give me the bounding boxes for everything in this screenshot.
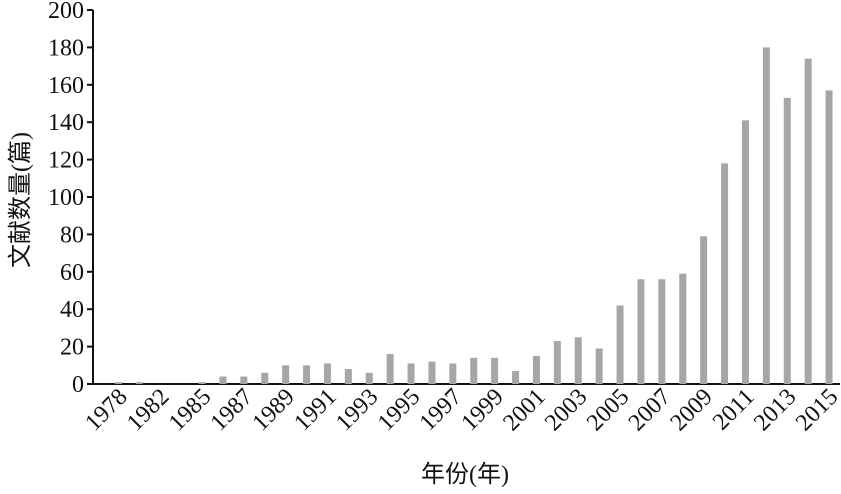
x-tick-label: 2007 — [624, 384, 676, 436]
bar — [240, 376, 248, 384]
y-tick-label: 120 — [48, 148, 84, 174]
y-axis-title: 文献数量(篇) — [7, 132, 34, 268]
bar — [282, 365, 290, 384]
y-tick-label: 100 — [48, 185, 84, 211]
x-tick-label: 1982 — [122, 384, 174, 436]
bar — [700, 236, 708, 384]
bar — [407, 363, 415, 384]
y-tick-label: 180 — [48, 35, 84, 61]
bar — [553, 340, 561, 384]
y-tick-label: 160 — [48, 73, 84, 99]
bar — [428, 361, 436, 384]
y-tick-label: 0 — [72, 372, 84, 398]
bar — [783, 97, 791, 384]
bar — [344, 369, 352, 384]
x-tick-label: 1978 — [80, 384, 132, 436]
bar — [721, 163, 729, 384]
x-tick-label: 2013 — [749, 384, 801, 436]
bar — [449, 363, 457, 384]
bar — [616, 305, 624, 384]
bar — [303, 365, 311, 384]
bar — [470, 357, 478, 384]
bar — [658, 279, 666, 384]
bar — [512, 370, 520, 384]
x-tick-label: 1987 — [206, 384, 258, 436]
bar — [114, 382, 122, 384]
x-tick-label: 1999 — [457, 384, 509, 436]
x-tick-label: 1995 — [373, 384, 425, 436]
x-tick-label: 2005 — [582, 384, 634, 436]
bar — [637, 279, 645, 384]
x-axis-title: 年份(年) — [421, 461, 509, 488]
x-tick-label: 1989 — [248, 384, 300, 436]
bar — [532, 355, 540, 384]
bar — [323, 363, 331, 384]
x-tick-label: 1991 — [289, 384, 341, 436]
y-tick-label: 140 — [48, 110, 84, 136]
bar — [762, 47, 770, 385]
bar — [365, 372, 373, 384]
x-tick-label: 1993 — [331, 384, 383, 436]
bar — [804, 58, 812, 385]
y-tick-label: 80 — [60, 222, 84, 248]
y-tick-label: 40 — [60, 297, 84, 323]
x-tick-label: 1997 — [415, 384, 467, 436]
bar — [574, 337, 582, 384]
bar — [135, 382, 143, 384]
bar — [825, 90, 833, 384]
bar — [198, 382, 206, 384]
y-tick-label: 200 — [48, 0, 84, 24]
x-tick-label: 1985 — [164, 384, 216, 436]
bar — [741, 120, 749, 384]
bar — [679, 273, 687, 384]
bar — [219, 376, 227, 384]
bar — [595, 348, 603, 384]
x-tick-label: 2003 — [540, 384, 592, 436]
bar — [386, 354, 394, 384]
bar — [261, 372, 269, 384]
x-tick-label: 2001 — [498, 384, 550, 436]
x-tick-label: 2015 — [791, 384, 841, 436]
x-tick-label: 2009 — [666, 384, 718, 436]
bar — [491, 357, 499, 384]
y-tick-label: 20 — [60, 335, 84, 361]
x-tick-label: 2011 — [708, 384, 760, 436]
y-tick-label: 60 — [60, 260, 84, 286]
